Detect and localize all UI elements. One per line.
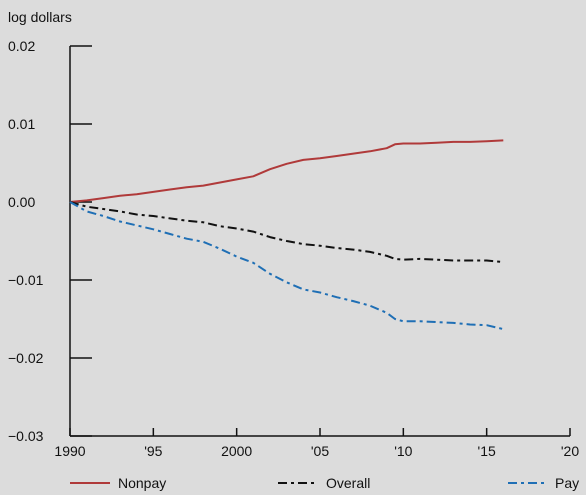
y-tick-label: 0.01 [8,116,35,132]
legend-label-pay: Pay [555,475,579,491]
y-axis-label: log dollars [8,9,72,25]
y-tick-label: 0.02 [8,38,35,54]
x-tick-label: '95 [144,443,162,459]
legend-label-overall: Overall [326,475,370,491]
y-tick-label: −0.02 [8,350,44,366]
y-tick-label: 0.00 [8,194,35,210]
legend: Nonpay Overall Pay [70,475,579,491]
y-tick-label: −0.01 [8,272,44,288]
series-line-overall [69,201,504,264]
x-tick-label: '15 [478,443,496,459]
x-tick-label: 1990 [54,443,85,459]
x-tick-label: '05 [311,443,329,459]
x-tick-label: '20 [561,443,579,459]
series-line-nonpay [69,139,504,203]
axes: 0.02 0.01 0.00 −0.01 −0.02 −0.03 1990 '95 2000 '0… [8,38,579,459]
series-layer [69,139,504,331]
series-line-pay [69,201,504,331]
x-tick-label: '10 [394,443,412,459]
y-tick-label: −0.03 [8,428,44,444]
legend-label-nonpay: Nonpay [118,475,166,491]
x-tick-label: 2000 [221,443,252,459]
